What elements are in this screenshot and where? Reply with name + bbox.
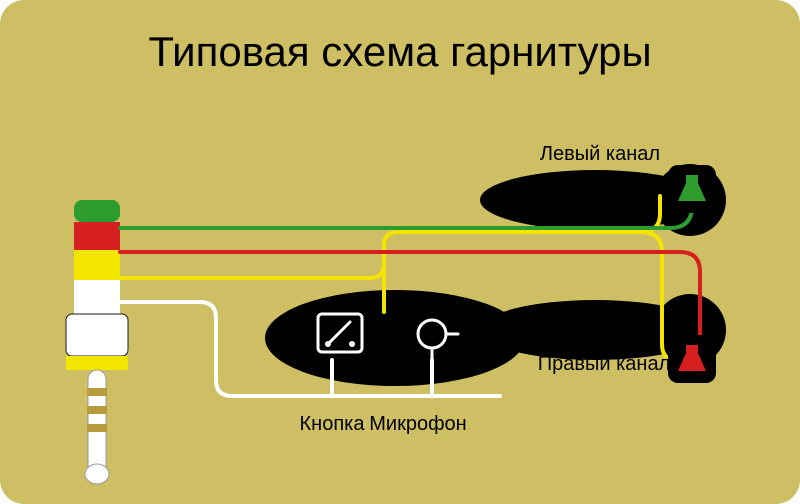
headset-wiring-diagram: Типовая схема гарнитуры Левый канал Прав… [0,0,800,504]
speaker-right [668,335,716,383]
speaker-left [668,165,716,213]
diagram-title: Типовая схема гарнитуры [148,28,651,75]
label-button: Кнопка [300,413,366,435]
label-microphone: Микрофон [369,413,466,435]
label-left-channel: Левый канал [540,143,660,165]
diagram-card: Типовая схема гарнитуры Левый канал Прав… [0,0,800,504]
inline-remote-module [265,290,525,386]
label-right-channel: Правый канал [538,353,671,375]
